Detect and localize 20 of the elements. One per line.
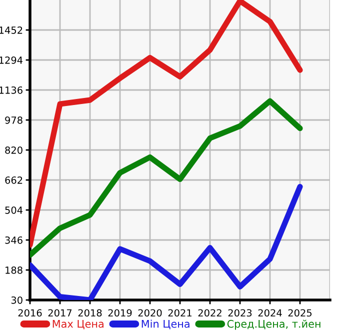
x-tick-label: 2017 — [48, 309, 72, 317]
y-tick-label: 188 — [6, 266, 22, 274]
x-tick-label: 2018 — [78, 309, 102, 317]
x-tick-label: 2019 — [108, 309, 132, 317]
x-tick-label: 2023 — [228, 309, 252, 317]
y-tick-label: 978 — [5, 116, 22, 124]
legend-label: Min Цена — [142, 320, 190, 330]
x-tick-label: 2022 — [198, 309, 222, 317]
y-tick-label: 662 — [5, 176, 22, 184]
legend-label: Max Цена — [52, 320, 104, 330]
x-tick-label: 2025 — [288, 309, 312, 317]
x-tick-label: 2024 — [258, 309, 282, 317]
y-tick-label: 346 — [5, 236, 22, 244]
x-tick-label: 2021 — [168, 309, 192, 317]
x-tick-label: 2020 — [138, 309, 162, 317]
x-tick-label: 2016 — [18, 309, 42, 317]
y-tick-label: 504 — [5, 206, 23, 214]
legend-label: Сред.Цена, т.йен — [227, 320, 320, 330]
y-tick-label: 30 — [11, 296, 22, 304]
y-tick-label: 820 — [5, 146, 22, 154]
